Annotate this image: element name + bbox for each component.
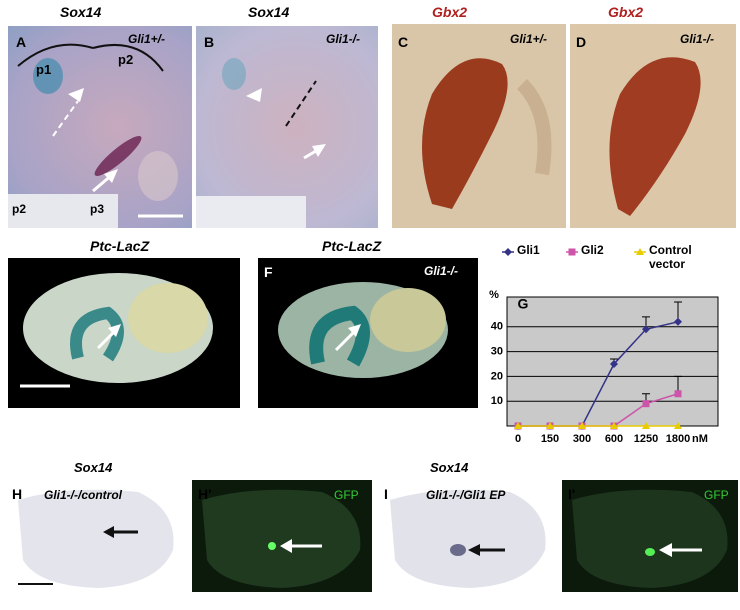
photo-c [392, 24, 566, 228]
photo-c-art [422, 58, 552, 210]
y-tick-label: 20 [491, 370, 503, 382]
genotype: Gli+/- [186, 264, 217, 278]
x-tick-label: 0 [515, 433, 521, 445]
photo-f-art [278, 282, 448, 378]
photo-f [258, 258, 478, 408]
photo-e-art [20, 273, 213, 388]
chart: 10 20 30 40% G 0 150 300 600 1250 1800 nM Gli1 Gli2 Co… [489, 243, 719, 445]
genotype: Gli1+/- [128, 32, 166, 46]
photo-i2 [562, 480, 738, 592]
data-point [674, 317, 682, 326]
genotype: Gli1-/- [424, 264, 459, 278]
data-point [642, 400, 650, 408]
x-unit: nM [692, 433, 708, 445]
x-tick-label: 600 [605, 433, 623, 445]
region-label: p1 [36, 62, 52, 77]
x-tick-label: 1250 [634, 433, 658, 445]
stain-label: GFP [334, 488, 359, 502]
genotype: Gli1-/- [680, 32, 715, 46]
photo-i2-art [572, 489, 728, 588]
panel-letter: E [14, 264, 24, 280]
panel-letter: H [12, 486, 23, 502]
panel-title: Gbx2 [432, 4, 468, 20]
panel-title: Gbx2 [608, 4, 644, 20]
region-label: p2 [118, 52, 134, 67]
photo-h2 [192, 480, 372, 592]
photo-a [8, 26, 192, 228]
panel-letter: I' [568, 486, 576, 502]
inset-label: p3 [90, 202, 105, 216]
data-point [674, 422, 682, 429]
panel-letter: G [518, 296, 529, 312]
legend-item: Gli2 [581, 243, 604, 257]
photo-h2-art [202, 489, 361, 588]
stain-label: GFP [704, 488, 729, 502]
panel-letter: C [398, 34, 409, 50]
photo-i-art [390, 489, 546, 588]
photo-i [380, 480, 556, 592]
genotype: Gli1-/-/Gli1 EP [426, 488, 506, 502]
photo-b [196, 26, 378, 228]
legend-label: Control vector [649, 243, 692, 271]
y-tick-label: 30 [491, 345, 503, 357]
data-point [610, 359, 618, 368]
photo-d [570, 24, 736, 228]
genotype: Gli1-/-/control [44, 488, 122, 502]
panel-title: Sox14 [60, 4, 102, 20]
panel-letter: A [16, 34, 27, 50]
x-tick-label: 150 [541, 433, 559, 445]
data-point [546, 422, 554, 429]
inset-label: p2 [12, 202, 27, 216]
data-point [514, 422, 522, 429]
legend-item: Gli1 [517, 243, 540, 257]
genotype: Gli1-/- [326, 32, 361, 46]
data-point [642, 422, 650, 429]
photo-d-art [609, 57, 701, 217]
photo-h-art [18, 489, 174, 588]
data-point [674, 390, 682, 398]
panel-letter: B [204, 34, 215, 50]
y-axis-label: % [489, 289, 499, 301]
panel-letter: D [576, 34, 587, 50]
panel-title: Sox14 [248, 4, 290, 20]
y-tick-label: 40 [491, 321, 503, 333]
panel-title: Sox14 [74, 460, 113, 475]
genotype: Gli1+/- [510, 32, 548, 46]
y-tick-label: 10 [491, 395, 503, 407]
photo-h [8, 480, 184, 592]
panel-title: Sox14 [430, 460, 469, 475]
panel-title: Ptc-LacZ [90, 238, 150, 254]
x-tick-label: 1800 [666, 433, 690, 445]
legend-item: Control vector [649, 243, 692, 271]
data-point [578, 422, 586, 429]
x-tick-label: 300 [573, 433, 591, 445]
data-point [610, 422, 618, 429]
photo-b-art [196, 58, 326, 228]
photo-a-art [8, 43, 183, 228]
panel-title: Ptc-LacZ [322, 238, 382, 254]
panel-letter: F [264, 264, 273, 280]
data-point [642, 325, 650, 334]
photo-e [8, 258, 240, 408]
panel-letter: I [384, 486, 388, 502]
legend-label: Gli1 [517, 243, 540, 257]
panel-letter: H' [198, 486, 212, 502]
legend-label: Gli2 [581, 243, 604, 257]
